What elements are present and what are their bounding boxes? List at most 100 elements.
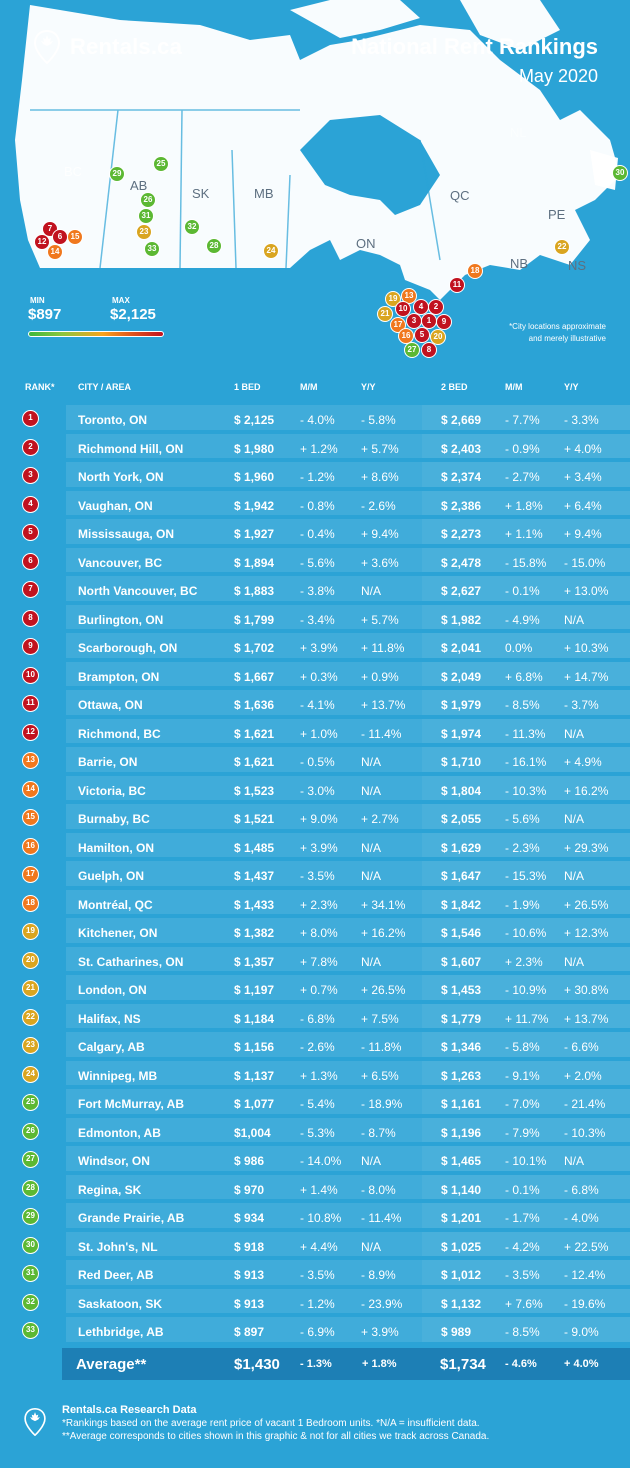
province-label: NB	[510, 256, 529, 271]
change-mm-1bed: - 1.2%	[300, 470, 335, 484]
row-band	[66, 661, 630, 686]
table-row: 12 Richmond, BC $ 1,621 + 1.0% - 11.4% $ 1,97…	[0, 717, 630, 746]
city-name: Richmond, BC	[78, 726, 161, 741]
rent-2bed: $ 2,669	[441, 413, 482, 427]
change-mm-2bed: - 5.6%	[505, 812, 540, 826]
rent-2bed: $ 1,346	[441, 1040, 482, 1054]
row-band	[66, 1174, 630, 1199]
rank-badge: 25	[22, 1094, 39, 1111]
row-band-2bed	[422, 1089, 630, 1114]
change-mm-2bed: - 5.8%	[505, 1040, 540, 1054]
rent-2bed: $ 1,546	[441, 926, 482, 940]
city-pin: 27	[404, 342, 420, 358]
rank-badge: 11	[22, 695, 39, 712]
maple-leaf-pin-icon	[24, 1408, 46, 1436]
rent-2bed: $ 1,779	[441, 1011, 482, 1026]
province-label: ON	[356, 236, 376, 251]
footer-note: **Average corresponds to cities shown in…	[62, 1431, 490, 1442]
rent-2bed: $ 1,196	[441, 1125, 482, 1140]
row-band-2bed	[422, 633, 630, 658]
change-yy-2bed: + 13.7%	[564, 1011, 609, 1026]
row-band	[66, 490, 630, 515]
rent-1bed: $ 1,980	[234, 441, 275, 456]
rent-1bed: $ 897	[234, 1325, 265, 1339]
rank-badge: 19	[22, 923, 39, 940]
rent-2bed: $ 2,273	[441, 527, 482, 541]
row-band-2bed	[422, 1260, 630, 1285]
row-band	[66, 690, 630, 715]
footer-source: Rentals.ca Research Data	[62, 1404, 197, 1416]
table-row: 32 Saskatoon, SK $ 913 - 1.2% - 23.9% $ 1,132…	[0, 1287, 630, 1316]
row-band-2bed	[422, 405, 630, 430]
rent-2bed: $ 1,132	[441, 1296, 482, 1311]
rent-2bed: $ 989	[441, 1325, 472, 1339]
city-name: Scarborough, ON	[78, 641, 178, 655]
row-band	[66, 1288, 630, 1313]
change-yy-1bed: + 26.5%	[361, 983, 406, 997]
change-yy-2bed: + 3.4%	[564, 470, 602, 484]
row-band-2bed	[422, 861, 630, 886]
change-mm-1bed: + 1.3%	[300, 1068, 338, 1083]
change-yy-1bed: + 5.7%	[361, 612, 399, 627]
row-band-2bed	[422, 804, 630, 829]
row-band-2bed	[422, 690, 630, 715]
row-band	[66, 1060, 630, 1085]
header-rank: RANK*	[25, 382, 55, 392]
rank-badge: 18	[22, 894, 39, 912]
table-row: 10 Brampton, ON $ 1,667 + 0.3% + 0.9% $ 2,049…	[0, 660, 630, 689]
change-mm-2bed: - 0.1%	[505, 584, 540, 598]
city-pin: 12	[34, 234, 50, 250]
province-label: MB	[254, 186, 274, 201]
change-yy-2bed: + 29.3%	[564, 840, 609, 855]
change-mm-2bed: - 2.3%	[505, 840, 540, 855]
city-pin: 22	[554, 239, 570, 255]
change-mm-2bed: - 0.1%	[505, 1182, 540, 1197]
change-yy-1bed: N/A	[361, 840, 382, 855]
rent-1bed: $ 1,799	[234, 612, 275, 627]
rank-badge: 28	[22, 1179, 39, 1197]
rent-2bed: $ 2,403	[441, 441, 482, 456]
rank-badge: 16	[22, 837, 39, 855]
table-row: 18 Montréal, QC $ 1,433 + 2.3% + 34.1% $ 1,84…	[0, 888, 630, 917]
row-band-2bed	[422, 747, 630, 772]
legend-min-label: MIN	[30, 296, 45, 305]
rank-badge: 26	[22, 1122, 39, 1140]
change-mm-1bed: - 3.8%	[300, 584, 335, 598]
change-mm-2bed: + 7.6%	[505, 1296, 543, 1311]
rent-2bed: $ 2,386	[441, 498, 482, 513]
change-mm-1bed: + 8.0%	[300, 926, 338, 940]
rent-1bed: $ 1,137	[234, 1068, 275, 1083]
change-mm-1bed: + 7.8%	[300, 954, 338, 969]
table-row: 9 Scarborough, ON $ 1,702 + 3.9% + 11.8% $ 2,…	[0, 631, 630, 660]
row-band-2bed	[422, 889, 630, 914]
city-pin: 15	[67, 229, 83, 245]
change-yy-1bed: - 18.9%	[361, 1097, 403, 1111]
city-pin: 2	[428, 299, 444, 315]
rent-2bed: $ 1,201	[441, 1211, 482, 1225]
row-band-2bed	[422, 462, 630, 487]
change-yy-2bed: N/A	[564, 869, 585, 883]
rank-badge: 2	[22, 438, 39, 456]
city-pin: 26	[140, 192, 156, 208]
city-name: Grande Prairie, AB	[78, 1211, 185, 1225]
row-band-2bed	[422, 946, 630, 971]
rent-2bed: $ 2,374	[441, 470, 482, 484]
rent-1bed: $ 918	[234, 1239, 265, 1254]
rent-1bed: $ 1,883	[234, 584, 275, 598]
row-band-2bed	[422, 718, 630, 743]
city-pin: 24	[263, 243, 279, 259]
change-yy-2bed: + 4.0%	[564, 441, 602, 456]
rent-1bed: $ 934	[234, 1211, 265, 1225]
legend-gradient-bar	[28, 331, 164, 337]
row-band-2bed	[422, 975, 630, 1000]
row-band	[66, 747, 630, 772]
rank-badge: 22	[22, 1008, 39, 1026]
change-mm-2bed: - 3.5%	[505, 1268, 540, 1282]
row-band-2bed	[422, 433, 630, 458]
city-name: Mississauga, ON	[78, 527, 175, 541]
change-mm-1bed: - 3.0%	[300, 783, 335, 798]
province-label: PE	[548, 207, 566, 222]
change-mm-2bed: - 7.7%	[505, 413, 540, 427]
table-row: 21 London, ON $ 1,197 + 0.7% + 26.5% $ 1,453 -…	[0, 973, 630, 1002]
rank-badge: 6	[22, 552, 39, 570]
